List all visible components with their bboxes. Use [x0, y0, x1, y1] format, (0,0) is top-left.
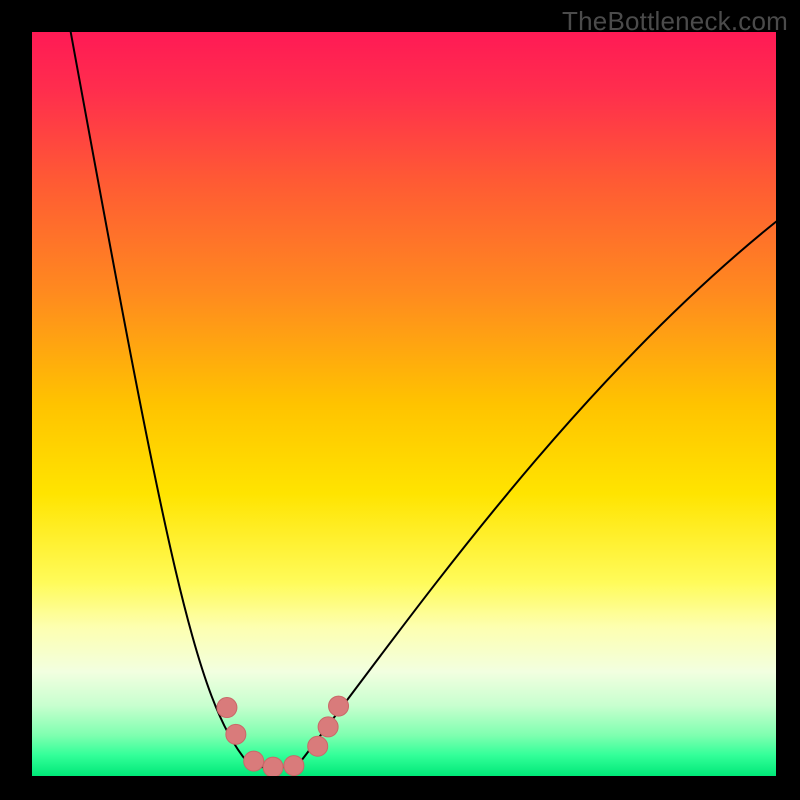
marker-dot [318, 717, 338, 737]
watermark-text: TheBottleneck.com [562, 6, 788, 37]
chart-frame: TheBottleneck.com [0, 0, 800, 800]
marker-dot [244, 751, 264, 771]
marker-dot [217, 698, 237, 718]
bottleneck-curve [71, 32, 776, 767]
marker-dot [226, 724, 246, 744]
marker-dot [308, 736, 328, 756]
marker-dot [284, 756, 304, 776]
plot-area [32, 32, 776, 776]
marker-dot [263, 757, 283, 776]
marker-dot [329, 696, 349, 716]
plot-svg [32, 32, 776, 776]
marker-group [217, 696, 349, 776]
